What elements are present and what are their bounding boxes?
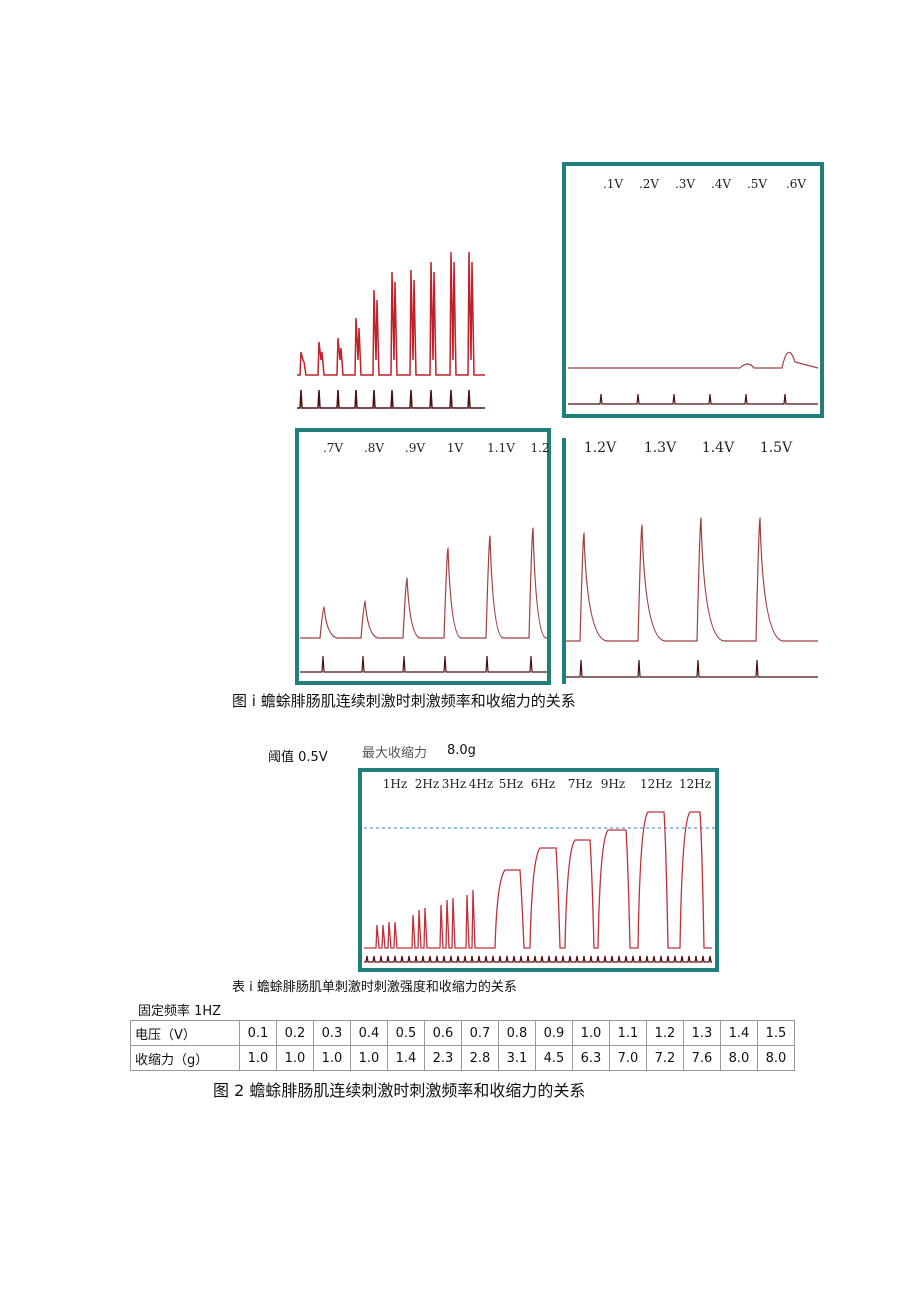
- table-cell: 6.3: [572, 1045, 610, 1071]
- panel-label: 12Hz: [640, 777, 672, 791]
- panel-label: 1.5V: [760, 440, 793, 456]
- table-cell: 1.0: [276, 1045, 314, 1071]
- max-force-value: 8.0g: [447, 743, 476, 758]
- panel-label: 1.2V: [584, 440, 617, 456]
- panel-label: .2V: [639, 177, 659, 191]
- table-cell: 0.8: [498, 1020, 536, 1046]
- table-cell: 收缩力（g）: [130, 1045, 240, 1071]
- table-cell: 1.2: [646, 1020, 684, 1046]
- stimulus-trace: [297, 389, 485, 409]
- stimulus-trace: [300, 655, 547, 673]
- trace: [297, 251, 485, 376]
- table-cell: 1.0: [350, 1045, 388, 1071]
- table-cell: 0.5: [387, 1020, 425, 1046]
- panel-label: 4Hz: [469, 777, 493, 791]
- stimulus-trace: [566, 659, 818, 678]
- table-cell: 0.7: [461, 1020, 499, 1046]
- table-cell: 1.4: [720, 1020, 758, 1046]
- trace: [568, 351, 819, 369]
- panel-label: .4V: [711, 177, 731, 191]
- stimulus-trace: [364, 955, 712, 963]
- figure-caption: 图 i 蟾蜍腓肠肌连续刺激时刺激频率和收缩力的关系: [232, 692, 576, 710]
- panel-frame: [358, 768, 719, 972]
- trace: [300, 527, 547, 639]
- trace: [566, 517, 818, 642]
- panel-label: 1.2: [530, 441, 549, 455]
- stimulus-trace: [568, 393, 818, 405]
- table-row: 收缩力（g） 1.0 1.0 1.0 1.0 1.4 2.3 2.8 3.1 4.5 6.3 7.0 7…: [130, 1045, 795, 1071]
- table-cell: 7.0: [609, 1045, 647, 1071]
- threshold: 阈值 0.5V: [268, 750, 328, 765]
- panel-label: 6Hz: [531, 777, 555, 791]
- table-cell: 8.0: [720, 1045, 758, 1071]
- max-force-label: 最大收缩力: [362, 746, 428, 761]
- panel-label: 5Hz: [499, 777, 523, 791]
- panel-frame: [295, 428, 551, 685]
- panel-frame: [562, 162, 824, 418]
- table-cell: 7.6: [683, 1045, 721, 1071]
- panel-label: 7Hz: [568, 777, 592, 791]
- table-cell: 7.2: [646, 1045, 684, 1071]
- table-cell: 1.1: [609, 1020, 647, 1046]
- panel-label: .6V: [786, 177, 806, 191]
- table-row: 电压（V） 0.1 0.2 0.3 0.4 0.5 0.6 0.7 0.8 0.9 1.0 1.1 1.…: [130, 1020, 795, 1046]
- panel-label: .9V: [405, 441, 425, 455]
- table-cell: 8.0: [757, 1045, 795, 1071]
- panel-label: .3V: [675, 177, 695, 191]
- table-cell: 0.3: [313, 1020, 351, 1046]
- table-cell: 2.8: [461, 1045, 499, 1071]
- table-cell: 1.3: [683, 1020, 721, 1046]
- panel-label: 12Hz: [679, 777, 711, 791]
- table-cell: 0.9: [535, 1020, 573, 1046]
- table-cell: 2.3: [424, 1045, 462, 1071]
- table-cell: 1.5: [757, 1020, 795, 1046]
- panel-label: .7V: [323, 441, 343, 455]
- panel-label: .8V: [364, 441, 384, 455]
- panel-label: 1.4V: [702, 440, 735, 456]
- table-cell: 3.1: [498, 1045, 536, 1071]
- table-cell: 电压（V）: [130, 1020, 240, 1046]
- table-cell: 1.0: [239, 1045, 277, 1071]
- panel-label: .5V: [747, 177, 767, 191]
- table-cell: 4.5: [535, 1045, 573, 1071]
- table-cell: 1.4: [387, 1045, 425, 1071]
- table-cell: 1.0: [572, 1020, 610, 1046]
- table-cell: 0.6: [424, 1020, 462, 1046]
- table-caption: 表 i 蟾蜍腓肠肌单刺激时刺激强度和收缩力的关系: [232, 980, 517, 995]
- trace: [364, 811, 712, 949]
- panel-label: 1.1V: [487, 441, 515, 455]
- data-table: 电压（V） 0.1 0.2 0.3 0.4 0.5 0.6 0.7 0.8 0.9 1.0 1.1 1.…: [130, 1020, 795, 1071]
- panel-label: .1V: [603, 177, 623, 191]
- panel-label: 1V: [447, 441, 464, 455]
- table-cell: 0.2: [276, 1020, 314, 1046]
- table-cell: 0.4: [350, 1020, 388, 1046]
- panel-label: 1Hz: [383, 777, 407, 791]
- table-cell: 0.1: [239, 1020, 277, 1046]
- panel-label: 1.3V: [644, 440, 677, 456]
- table-cell: 1.0: [313, 1045, 351, 1071]
- figure-caption: 图 2 蟾蜍腓肠肌连续刺激时刺激频率和收缩力的关系: [213, 1081, 586, 1100]
- table-note: 固定频率 1HZ: [138, 1004, 222, 1019]
- panel-label: 3Hz: [442, 777, 466, 791]
- panel-label: 9Hz: [601, 777, 625, 791]
- panel-label: 2Hz: [415, 777, 439, 791]
